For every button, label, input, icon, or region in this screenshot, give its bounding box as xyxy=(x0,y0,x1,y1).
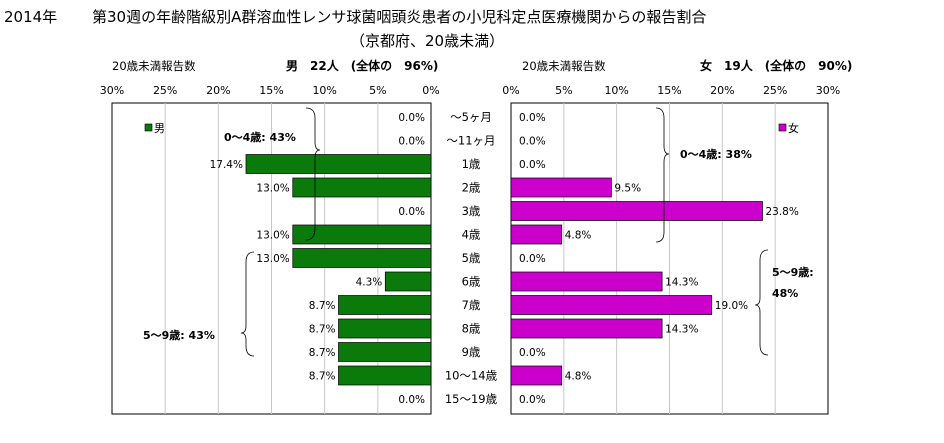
female-value-label: 14.3% xyxy=(665,277,698,289)
female-value-label: 0.0% xyxy=(519,136,546,148)
male-legend-label: 男 xyxy=(154,122,165,135)
male-group-label-5-9: 5～9歳: 43% xyxy=(143,328,215,342)
female-bar xyxy=(510,271,663,292)
male-bar xyxy=(245,154,432,174)
male-bar xyxy=(338,318,432,339)
male-value-label: 17.4% xyxy=(210,159,243,171)
male-bar xyxy=(338,365,432,386)
female-bar xyxy=(510,295,713,315)
male-bar xyxy=(384,271,432,292)
female-x-tick-label: 30% xyxy=(816,84,840,97)
male-x-tick-label: 5% xyxy=(369,84,386,97)
age-category-label: ～11ヶ月 xyxy=(446,134,495,148)
male-bar xyxy=(292,248,432,268)
male-value-label: 0.0% xyxy=(398,112,425,124)
age-category-label: 7歳 xyxy=(462,298,481,312)
male-x-tick-label: 30% xyxy=(100,84,124,97)
male-x-tick-label: 0% xyxy=(422,84,439,97)
female-x-tick-label: 0% xyxy=(502,84,519,97)
male-group-label-0-4: 0～4歳: 43% xyxy=(224,130,296,144)
male-value-label: 8.7% xyxy=(309,324,336,336)
male-value-label: 13.0% xyxy=(256,183,289,195)
male-value-label: 4.3% xyxy=(356,277,383,289)
female-legend-swatch xyxy=(778,123,787,132)
female-value-label: 0.0% xyxy=(519,347,546,359)
male-value-label: 0.0% xyxy=(398,206,425,218)
female-value-label: 9.5% xyxy=(614,183,641,195)
age-category-label: 6歳 xyxy=(462,275,481,289)
male-value-label: 8.7% xyxy=(309,371,336,383)
age-category-label: 15～19歳 xyxy=(445,392,498,406)
male-summary: 男 22人 (全体の 96%) xyxy=(286,58,438,73)
title-year: 2014年 xyxy=(4,8,57,26)
male-value-label: 8.7% xyxy=(309,300,336,312)
female-bar xyxy=(510,201,763,221)
age-category-label: 5歳 xyxy=(462,251,481,265)
female-legend-label: 女 xyxy=(788,121,799,135)
female-bar xyxy=(510,318,663,339)
female-x-tick-label: 25% xyxy=(763,84,787,97)
female-bar xyxy=(510,177,612,198)
age-category-label: 9歳 xyxy=(462,345,481,359)
age-category-label: 3歳 xyxy=(462,204,481,218)
male-value-label: 13.0% xyxy=(256,253,289,265)
male-group-bracket-5-9 xyxy=(240,251,255,357)
female-group-bracket-5-9 xyxy=(754,249,769,356)
female-group-label-5-9-line1: 5～9歳: xyxy=(772,265,814,279)
female-x-tick-label: 15% xyxy=(657,84,681,97)
age-category-label: 1歳 xyxy=(462,157,481,171)
female-value-label: 19.0% xyxy=(715,300,748,312)
female-value-label: 4.8% xyxy=(565,230,592,242)
male-x-tick-label: 20% xyxy=(206,84,230,97)
male-bar xyxy=(338,295,432,315)
female-value-label: 23.8% xyxy=(765,206,798,218)
age-category-label: 4歳 xyxy=(462,228,481,242)
age-category-label: 10～14歳 xyxy=(445,369,498,383)
male-bar xyxy=(292,177,432,198)
male-value-label: 0.0% xyxy=(398,394,425,406)
age-category-label: 2歳 xyxy=(462,181,481,195)
female-x-tick-label: 20% xyxy=(710,84,734,97)
female-value-label: 0.0% xyxy=(519,112,546,124)
female-axis-header: 20歳未満報告数 xyxy=(522,59,606,73)
female-value-label: 0.0% xyxy=(519,159,546,171)
chart-subtitle: （京都府、20歳未満） xyxy=(350,32,504,50)
male-axis-header: 20歳未満報告数 xyxy=(112,59,196,73)
female-group-label-0-4: 0～4歳: 38% xyxy=(680,147,752,161)
female-x-tick-label: 10% xyxy=(604,84,628,97)
female-group-label-5-9-line2: 48% xyxy=(772,287,798,300)
female-value-label: 4.8% xyxy=(565,371,592,383)
female-x-tick-label: 5% xyxy=(555,84,572,97)
male-x-tick-label: 25% xyxy=(153,84,177,97)
male-group-bracket-0-4 xyxy=(305,107,321,241)
female-value-label: 0.0% xyxy=(519,253,546,265)
male-value-label: 8.7% xyxy=(309,347,336,359)
male-value-label: 13.0% xyxy=(256,230,289,242)
male-bar xyxy=(338,342,432,362)
male-bar xyxy=(292,224,432,245)
female-bar xyxy=(510,224,563,245)
male-x-tick-label: 15% xyxy=(259,84,283,97)
female-value-label: 14.3% xyxy=(665,324,698,336)
female-summary: 女 19人 (全体の 90%) xyxy=(700,58,852,73)
female-bar xyxy=(510,365,563,386)
age-category-label: ～5ヶ月 xyxy=(450,110,492,124)
female-group-bracket-0-4 xyxy=(655,107,670,243)
chart-title: 第30週の年齢階級別A群溶血性レンサ球菌咽頭炎患者の小児科定点医療機関からの報告… xyxy=(92,8,706,26)
age-category-label: 8歳 xyxy=(462,322,481,336)
male-legend-swatch xyxy=(144,123,153,132)
male-value-label: 0.0% xyxy=(398,136,425,148)
female-value-label: 0.0% xyxy=(519,394,546,406)
male-x-tick-label: 10% xyxy=(312,84,336,97)
